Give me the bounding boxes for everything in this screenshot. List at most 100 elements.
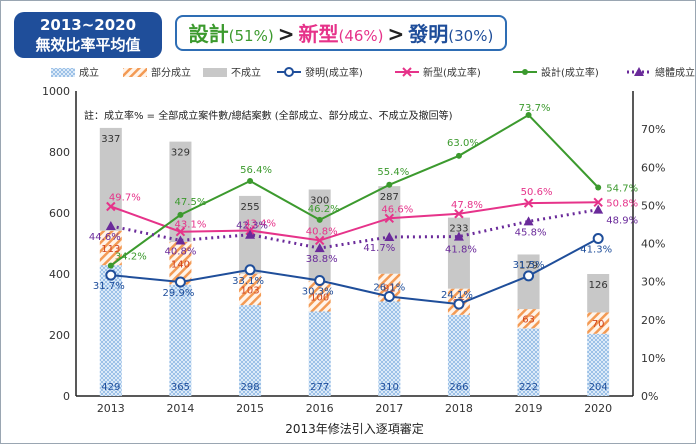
bar-rejected [169,141,192,242]
line-marker [455,152,462,159]
bar-value-label: 103 [241,285,260,296]
line-value-label: 49.7% [109,193,141,204]
summary-box: 設計(51%) > 新型(46%) > 發明(30%) [175,15,507,51]
line-marker [523,198,534,208]
line-value-label: 50.8% [606,198,638,209]
line-marker [105,269,117,281]
bar-approved [239,305,262,396]
y-left-tick-label: 800 [49,146,70,159]
line-value-label: 73.7% [519,103,551,114]
bar-value-label: 222 [519,382,538,393]
line-value-label: 47.8% [451,200,483,211]
line-marker [314,274,326,286]
line-value-label: 41.3% [580,245,612,256]
y-right-tick-label: 60% [641,161,665,174]
line-value-label: 41.8% [445,245,477,256]
line-value-label: 33.1% [232,276,264,287]
bar-partial [517,309,540,329]
line-utility-model [110,201,599,242]
note-text: 註：成立率% = 全部成立案件數/總結案數 (全部成立、部分成立、不成立及撤回等… [84,109,453,122]
bar-rejected [587,274,610,313]
line-marker [383,290,395,302]
y-left-tick-label: 1000 [42,85,70,98]
x-tick-label: 2016 [306,402,334,415]
summary-design-label: 設計 [188,22,229,46]
line-marker [244,264,256,276]
line-marker [107,262,114,269]
line-marker [595,184,602,191]
y-right-tick-label: 50% [641,199,665,212]
line-value-label: 54.7% [606,183,638,194]
summary-new-label: 新型 [298,22,339,46]
y-left-tick-label: 400 [49,268,70,281]
line-marker [174,276,186,288]
bar-value-label: 91 [383,284,396,295]
bar-partial [587,312,610,334]
summary-invent-label: 發明 [408,22,449,46]
bar-rejected [447,217,470,289]
bar-rejected [517,254,540,310]
bar-partial [99,230,122,266]
bar-value-label: 266 [449,382,468,393]
summary-new-pct: (46%) [338,27,384,45]
title-box: 2013~2020 無效比率平均值 [14,12,162,58]
y-right-tick-label: 30% [641,276,665,289]
bar-value-label: 255 [241,202,260,213]
line-design [110,113,599,267]
bar-value-label: 233 [449,224,468,235]
line-value-label: 26.1% [373,282,405,293]
line-value-label: 40.8% [165,246,197,257]
legend-label: 發明(成立率) [305,66,363,79]
line-marker [316,216,323,223]
bar-value-label: 100 [310,292,329,303]
legend-label: 部分成立 [151,66,191,79]
summary-invent-pct: (30%) [448,27,494,45]
bar-partial [169,241,192,285]
legend-label: 總體成立率 [655,66,695,79]
line-value-label: 38.8% [306,254,338,265]
line-marker [593,197,603,208]
bar-value-label: 204 [589,382,608,393]
line-marker [592,233,604,245]
bar-approved [308,311,331,396]
line-marker [384,213,395,224]
y-left-tick-label: 200 [49,329,70,342]
line-value-label: 31.7% [93,281,125,292]
bar-value-label: 365 [171,382,190,393]
bar-approved [169,284,192,396]
x-axis-label: 2013年修法引入逐項審定 [285,421,424,436]
x-tick-label: 2020 [584,402,612,415]
line-marker [177,211,184,218]
bar-value-label: 70 [592,319,605,330]
bar-value-label: 179 [519,260,538,271]
bar-value-label: 310 [380,382,399,393]
line-marker [386,181,393,188]
y-left-tick-label: 0 [63,390,70,403]
y-right-tick-label: 20% [641,314,665,327]
line-marker [314,235,325,246]
bar-approved [447,314,470,396]
bar-approved [587,333,610,396]
line-value-label: 44.6% [89,232,121,243]
legend-marker [634,67,644,76]
line-marker [453,231,464,241]
line-value-label: 40.8% [306,226,338,237]
bar-partial [239,273,262,306]
line-value-label: 63.0% [447,138,479,149]
line-marker [525,112,532,119]
line-marker [523,270,535,282]
x-tick-label: 2019 [515,402,543,415]
bar-value-label: 126 [589,280,608,291]
title-line-1: 2013~2020 [39,16,137,34]
bar-rejected [378,186,401,274]
x-tick-label: 2014 [166,402,194,415]
legend-swatch [203,68,227,77]
y-left-tick-label: 600 [49,207,70,220]
line-marker [106,201,116,212]
x-tick-label: 2018 [445,402,473,415]
legend-label: 不成立 [231,66,261,79]
bar-value-label: 113 [101,244,120,255]
bar-rejected [308,189,331,282]
